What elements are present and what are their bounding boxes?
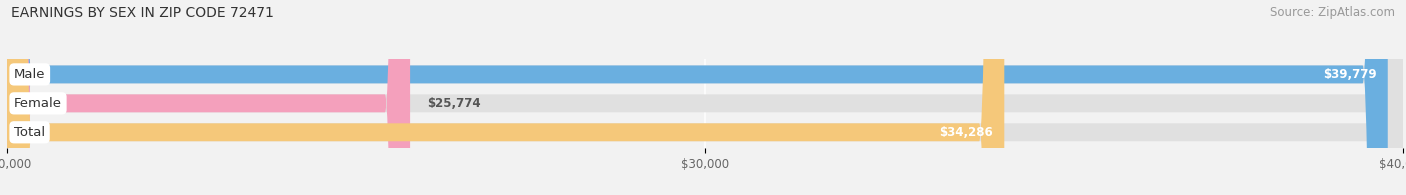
- Text: Male: Male: [14, 68, 45, 81]
- FancyBboxPatch shape: [7, 0, 1403, 195]
- Text: Total: Total: [14, 126, 45, 139]
- Text: EARNINGS BY SEX IN ZIP CODE 72471: EARNINGS BY SEX IN ZIP CODE 72471: [11, 6, 274, 20]
- Text: Female: Female: [14, 97, 62, 110]
- Text: Source: ZipAtlas.com: Source: ZipAtlas.com: [1270, 6, 1395, 19]
- FancyBboxPatch shape: [7, 0, 1403, 195]
- Text: $34,286: $34,286: [939, 126, 993, 139]
- FancyBboxPatch shape: [7, 0, 1403, 195]
- FancyBboxPatch shape: [7, 0, 411, 195]
- FancyBboxPatch shape: [7, 0, 1004, 195]
- FancyBboxPatch shape: [7, 0, 1388, 195]
- Text: $39,779: $39,779: [1323, 68, 1376, 81]
- Text: $25,774: $25,774: [427, 97, 481, 110]
